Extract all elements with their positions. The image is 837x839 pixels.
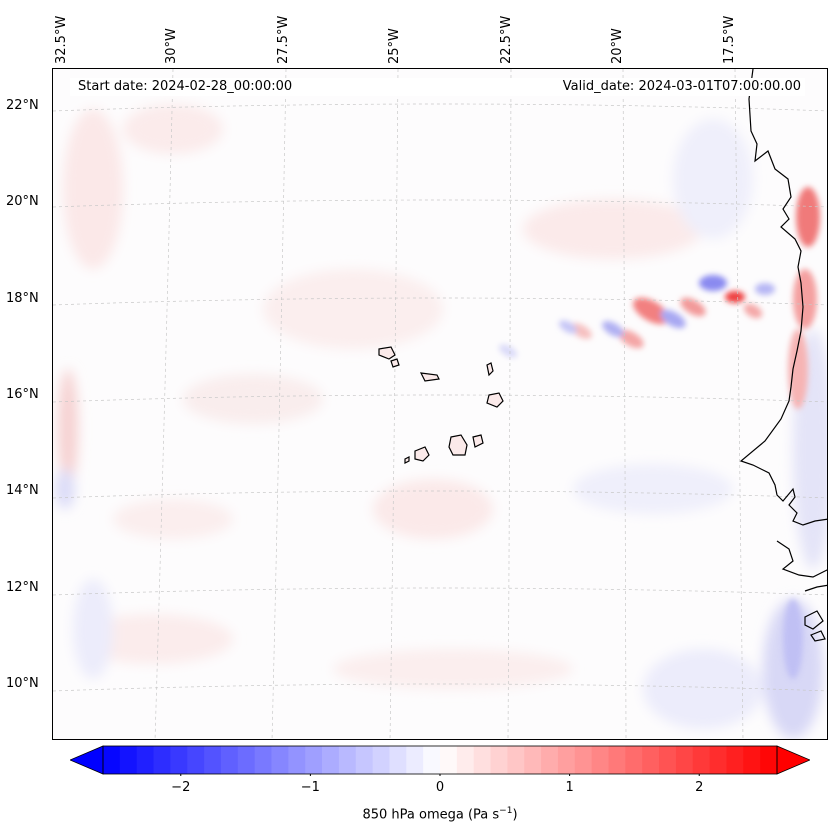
colorbar-label-text: 850 hPa omega (Pa s: [362, 807, 500, 823]
lon-label-30w: 30°W: [164, 28, 179, 64]
colorbar-segment: [355, 746, 374, 774]
colorbar-segment: [743, 746, 761, 774]
colorbar-segment: [119, 746, 138, 774]
colorbar-tickmarks: [180, 774, 700, 776]
colorbar-segment: [305, 746, 323, 774]
colorbar-extend-max: [776, 745, 810, 775]
cape-verde-islands: [378, 346, 504, 464]
colorbar-segment: [473, 746, 492, 774]
colorbar-segment: [675, 746, 694, 774]
omega-field-map: [53, 69, 827, 739]
colorbar-segment: [271, 746, 289, 774]
colorbar-segment: [692, 746, 711, 774]
lon-label-20w: 20°W: [610, 28, 625, 64]
colorbar-segment: [153, 746, 171, 774]
colorbar-tick-0: 0: [435, 780, 445, 795]
colorbar-segment: [288, 746, 306, 774]
colorbar-segment: [423, 746, 441, 774]
lat-label-22n: 22°N: [6, 98, 39, 113]
lon-label-32-5w: 32.5°W: [54, 15, 69, 64]
colorbar-segment: [541, 746, 559, 774]
colorbar-segment: [372, 746, 390, 774]
colorbar-segment: [726, 746, 744, 774]
graticule: [53, 69, 827, 739]
start-date-label: Start date: 2024-02-28_00:00:00: [76, 78, 295, 95]
colorbar-segment: [507, 746, 525, 774]
colorbar-segment: [440, 746, 458, 774]
colorbar-label-exponent: −1: [499, 806, 513, 816]
colorbar-tick-minus-2: −2: [171, 780, 191, 795]
colorbar-segment: [490, 746, 508, 774]
lat-label-14n: 14°N: [6, 483, 39, 498]
omega-background-anomalies: [55, 104, 827, 739]
colorbar-segment: [642, 746, 660, 774]
colorbar-segment: [557, 746, 576, 774]
map-panel: [52, 68, 828, 740]
colorbar-segment: [456, 746, 475, 774]
colorbar-segment: [170, 746, 188, 774]
colorbar-segment: [204, 746, 222, 774]
colorbar-segment: [591, 746, 609, 774]
lat-label-12n: 12°N: [6, 580, 39, 595]
colorbar-tick-2: 2: [695, 780, 704, 795]
lat-label-10n: 10°N: [6, 676, 39, 691]
coastlines: [739, 69, 827, 642]
colorbar-segment: [608, 746, 626, 774]
colorbar: [70, 745, 810, 776]
colorbar-segment: [406, 746, 424, 774]
colorbar-tick-1: 1: [565, 780, 574, 795]
lat-label-16n: 16°N: [6, 387, 39, 402]
colorbar-segment: [136, 746, 155, 774]
colorbar-segment: [338, 746, 357, 774]
colorbar-segment: [322, 746, 340, 774]
colorbar-label-close: ): [512, 807, 518, 823]
lon-label-27-5w: 27.5°W: [276, 15, 291, 64]
omega-wave-features: [498, 187, 820, 679]
colorbar-segment: [625, 746, 643, 774]
colorbar-segment: [187, 746, 205, 774]
colorbar-segment: [254, 746, 272, 774]
valid-date-label: Valid_date: 2024-03-01T07:00:00.00: [560, 78, 803, 95]
lon-label-17-5w: 17.5°W: [722, 15, 737, 64]
colorbar-segments: [103, 746, 778, 774]
colorbar-tick-minus-1: −1: [300, 780, 320, 795]
lat-label-20n: 20°N: [6, 194, 39, 209]
colorbar-label: 850 hPa omega (Pa s−1): [0, 806, 837, 822]
colorbar-segment: [524, 746, 542, 774]
colorbar-segment: [220, 746, 239, 774]
colorbar-segment: [103, 746, 121, 774]
lat-label-18n: 18°N: [6, 291, 39, 306]
colorbar-segment: [389, 746, 407, 774]
colorbar-extend-min: [70, 745, 104, 775]
lon-label-25w: 25°W: [387, 28, 402, 64]
lon-label-22-5w: 22.5°W: [499, 15, 514, 64]
colorbar-segment: [709, 746, 727, 774]
africa-coastline: [739, 69, 827, 526]
colorbar-segment: [574, 746, 593, 774]
colorbar-segment: [760, 746, 778, 774]
colorbar-segment: [659, 746, 677, 774]
colorbar-segment: [237, 746, 256, 774]
